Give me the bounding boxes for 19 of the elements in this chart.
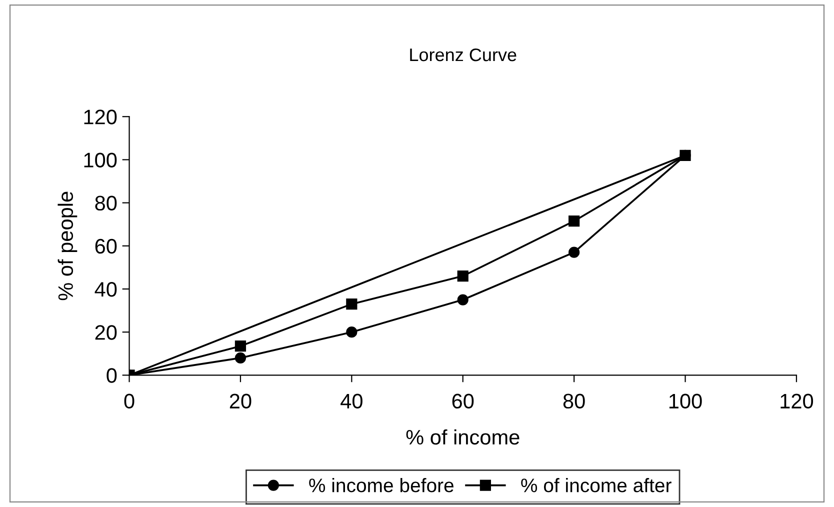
legend-label: % of income after xyxy=(521,478,672,492)
y-tick-label: 120 xyxy=(84,110,117,124)
y-tick-label: 100 xyxy=(84,152,117,168)
chart-title: Lorenz Curve xyxy=(410,48,516,62)
x-tick-label: 120 xyxy=(780,394,814,409)
x-tick-label: 40 xyxy=(340,394,362,409)
y-axis-title: % of people xyxy=(58,192,78,300)
y-tick-label: 80 xyxy=(95,196,117,211)
x-tick-label: 100 xyxy=(669,394,702,409)
y-tick-label: 0 xyxy=(106,368,117,383)
y-tick-label: 40 xyxy=(94,282,117,297)
x-tick-label: 80 xyxy=(563,394,585,409)
y-tick-label: 60 xyxy=(95,238,117,254)
y-tick-label: 20 xyxy=(95,325,117,340)
legend-label: % income before xyxy=(309,478,454,492)
x-tick-label: 20 xyxy=(230,394,252,409)
x-tick-label: 0 xyxy=(124,394,134,409)
x-axis-title: % of income xyxy=(406,429,520,445)
x-tick-label: 60 xyxy=(452,394,474,409)
